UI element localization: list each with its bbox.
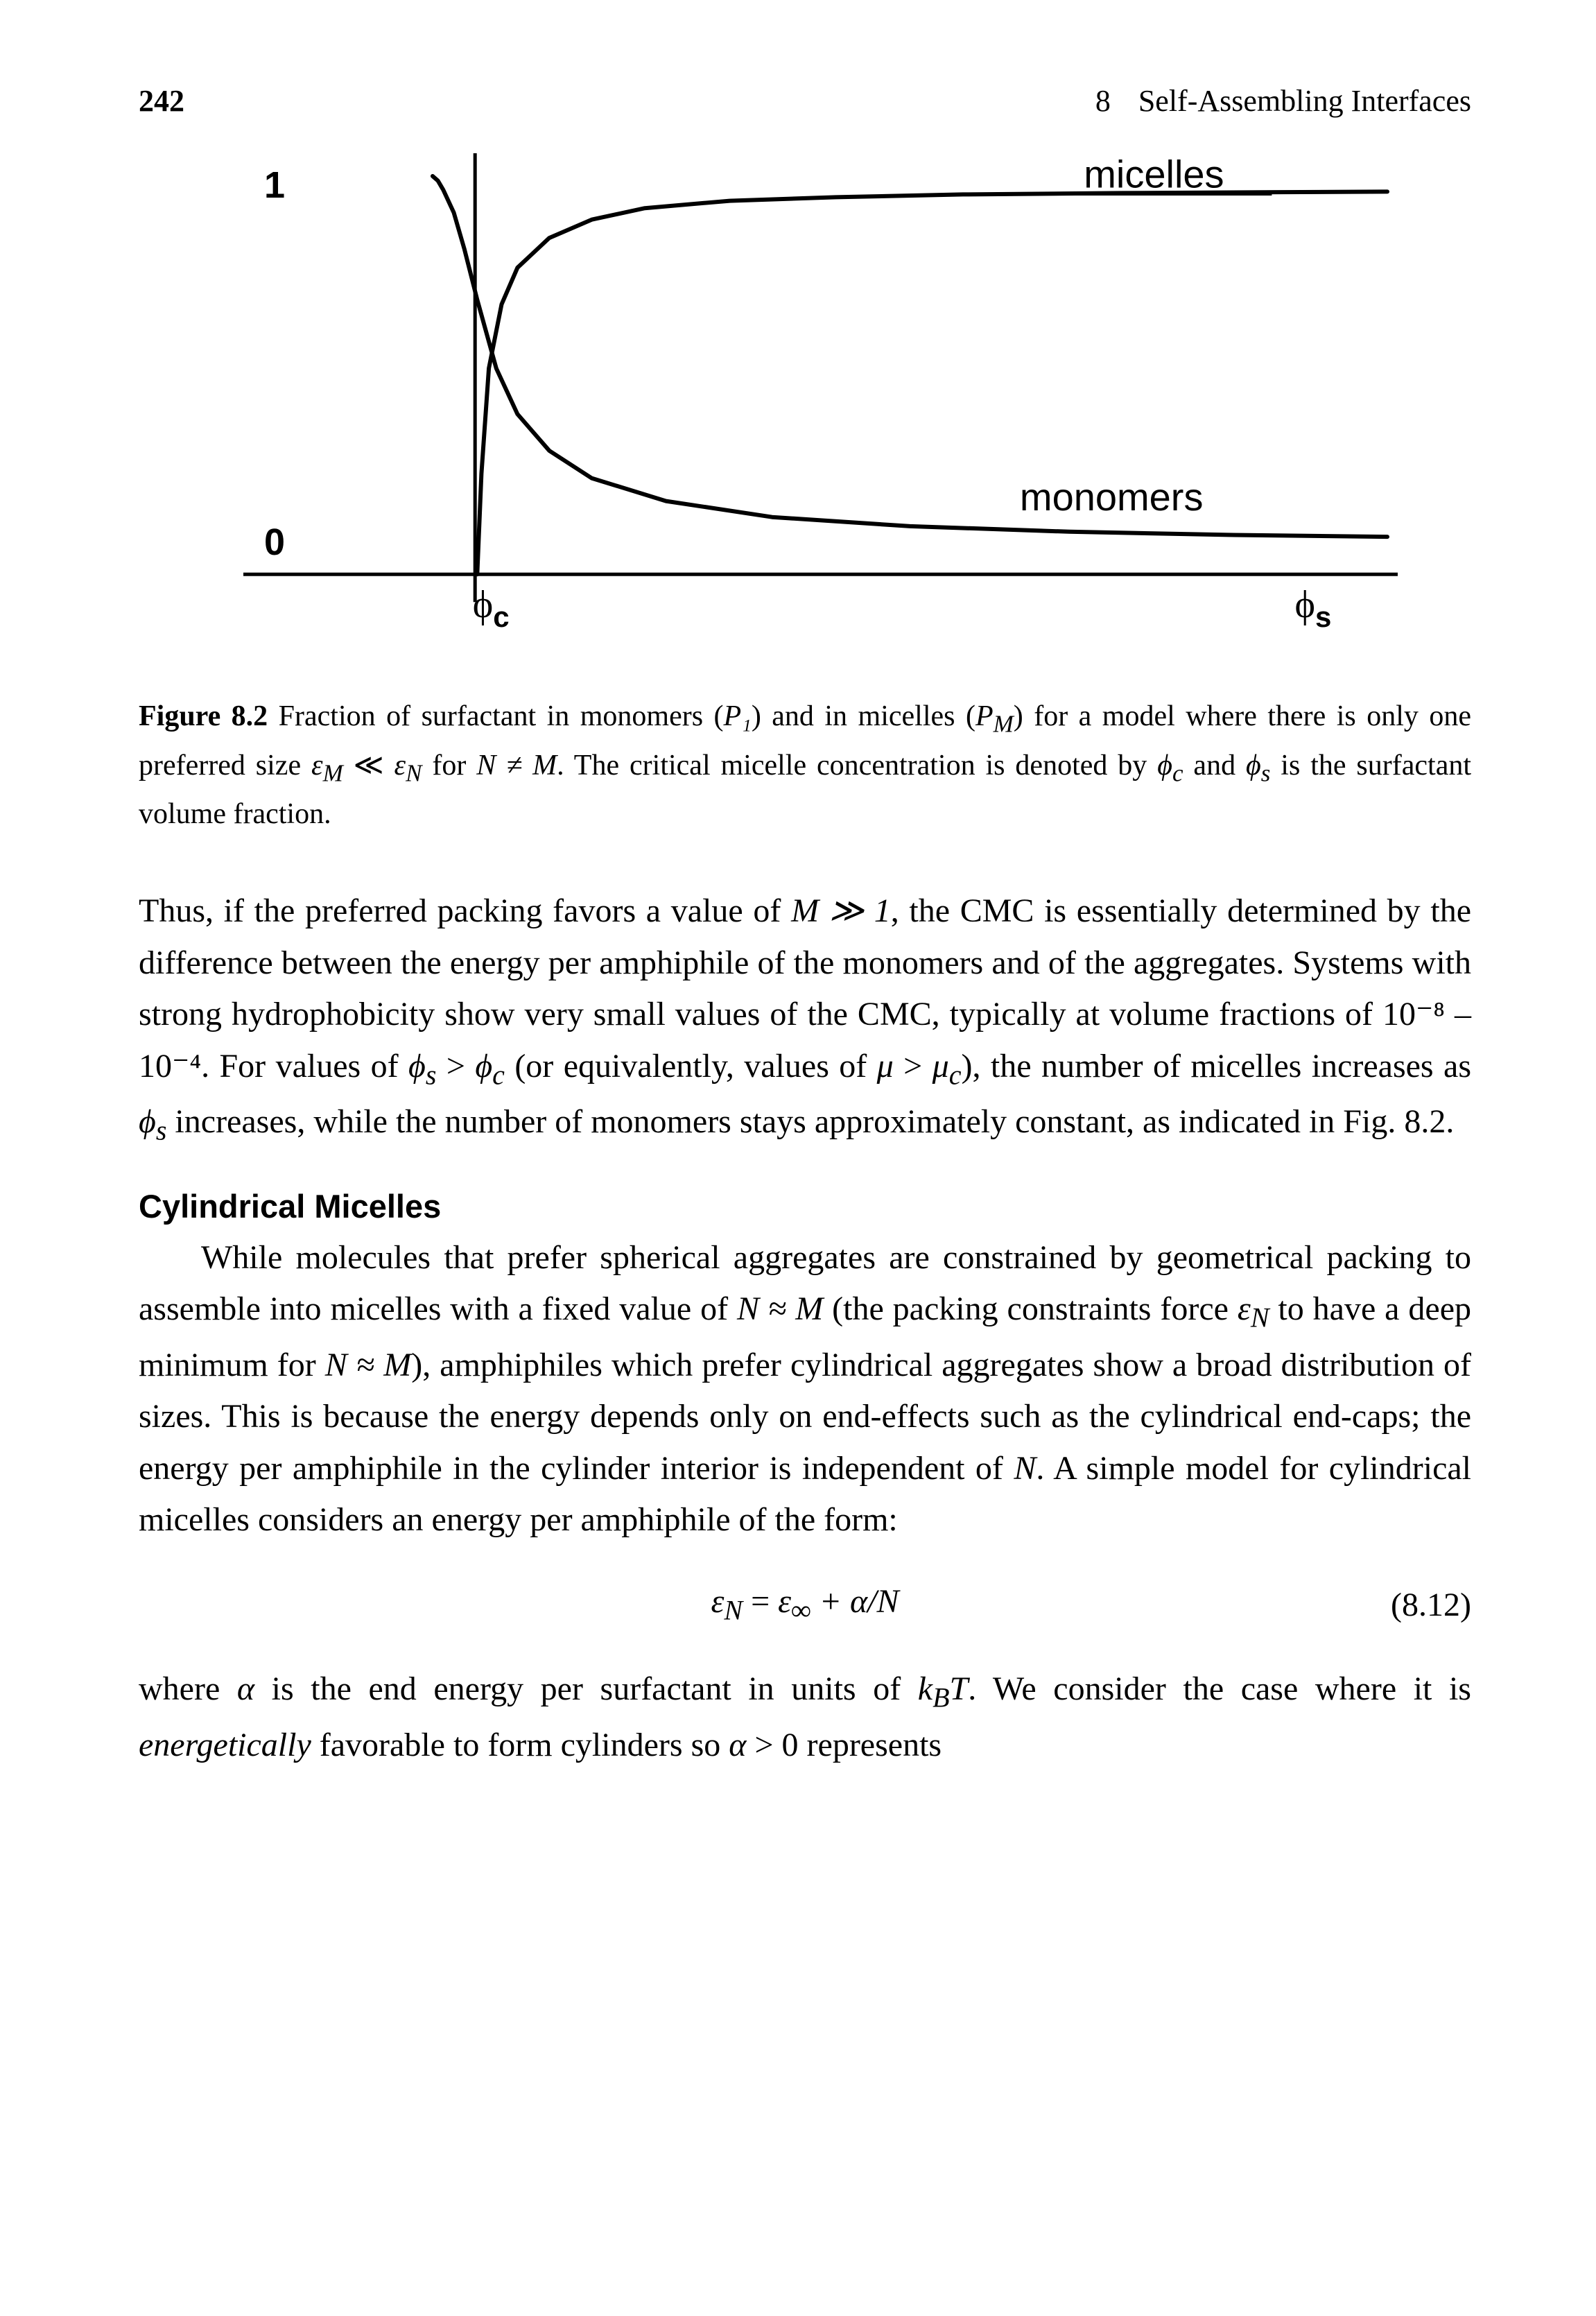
math: M ≫ 1 xyxy=(791,892,891,929)
equation-body: εN = ε∞ + α/N xyxy=(711,1582,899,1627)
caption-text: and xyxy=(1183,750,1246,781)
text: . For values of xyxy=(201,1048,408,1084)
math: N ≈ M xyxy=(325,1347,411,1383)
figure-label: Figure 8.2 xyxy=(139,700,268,732)
chapter-name: Self-Assembling Interfaces xyxy=(1138,84,1471,118)
math-eps-m: εM xyxy=(311,750,343,781)
text: . We consider the case where it is xyxy=(968,1670,1471,1707)
paragraph-1: Thus, if the preferred packing favors a … xyxy=(139,885,1471,1152)
math-phi-s: ϕs xyxy=(1246,750,1270,781)
svg-text:1: 1 xyxy=(264,164,285,206)
section-heading: Cylindrical Micelles xyxy=(139,1187,1471,1225)
text: (or equivalently, values of xyxy=(505,1048,877,1084)
text: increases, while the number of monomers … xyxy=(166,1103,1454,1140)
text: favorable to form cylinders so xyxy=(311,1727,729,1763)
math-n: N xyxy=(1014,1450,1036,1487)
math-phi-s: ϕs xyxy=(408,1048,436,1084)
text: > 0 xyxy=(746,1727,798,1763)
text: > xyxy=(436,1048,475,1084)
figure-caption: Figure 8.2 Fraction of surfactant in mon… xyxy=(139,694,1471,837)
text: (the packing constraints force xyxy=(823,1290,1238,1327)
math-n-neq-m: N ≠ M xyxy=(476,750,557,781)
caption-text: ) and in micelles ( xyxy=(752,700,975,732)
caption-text: for xyxy=(422,750,476,781)
page-number: 242 xyxy=(139,83,184,119)
text: ), the number of micelles increases as xyxy=(962,1048,1472,1084)
equation-8-12: εN = ε∞ + α/N (8.12) xyxy=(139,1573,1471,1636)
math: N ≈ M xyxy=(737,1290,823,1327)
math-eps-n: εN xyxy=(1238,1290,1269,1327)
paragraph-3: where α is the end energy per surfactant… xyxy=(139,1663,1471,1771)
math-alpha: α xyxy=(729,1727,746,1763)
chart-svg: 10ϕcϕsmicellesmonomers xyxy=(209,146,1401,673)
chapter-title: 8 Self-Assembling Interfaces xyxy=(1095,83,1471,119)
page: 242 8 Self-Assembling Interfaces 1 0 ϕc ϕs mi… xyxy=(0,0,1596,2316)
figure-8-2: 10ϕcϕsmicellesmonomers xyxy=(139,146,1471,673)
math-pm: PM xyxy=(975,700,1014,732)
math-eps-n: εN xyxy=(394,750,422,781)
math-mu: μ xyxy=(877,1048,894,1084)
italic-word: energetically xyxy=(139,1727,311,1763)
text: Thus, if the preferred packing favors a … xyxy=(139,892,791,929)
caption-text: . The critical micelle concentration is … xyxy=(557,750,1157,781)
text: represents xyxy=(799,1727,942,1763)
text: > xyxy=(894,1048,933,1084)
math-phi-s: ϕs xyxy=(139,1103,166,1140)
text: where xyxy=(139,1670,237,1707)
math-p1: P₁ xyxy=(724,700,752,732)
math-alpha: α xyxy=(237,1670,254,1707)
svg-text:micelles: micelles xyxy=(1084,153,1224,196)
equation-number: (8.12) xyxy=(1391,1586,1471,1624)
math-ll: ≪ xyxy=(354,750,384,781)
caption-text: Fraction of surfactant in monomers ( xyxy=(268,700,723,732)
svg-text:0: 0 xyxy=(264,521,285,563)
math-phi-c: ϕc xyxy=(1157,750,1183,781)
svg-text:monomers: monomers xyxy=(1020,475,1204,519)
chapter-number: 8 xyxy=(1095,84,1111,118)
math-mu-c: μc xyxy=(933,1048,962,1084)
running-header: 242 8 Self-Assembling Interfaces xyxy=(139,83,1471,119)
text: is the end energy per surfactant in unit… xyxy=(254,1670,918,1707)
paragraph-2: While molecules that prefer spherical ag… xyxy=(139,1232,1471,1546)
math-phi-c: ϕc xyxy=(475,1048,505,1084)
math-kbt: kBT xyxy=(918,1670,968,1707)
